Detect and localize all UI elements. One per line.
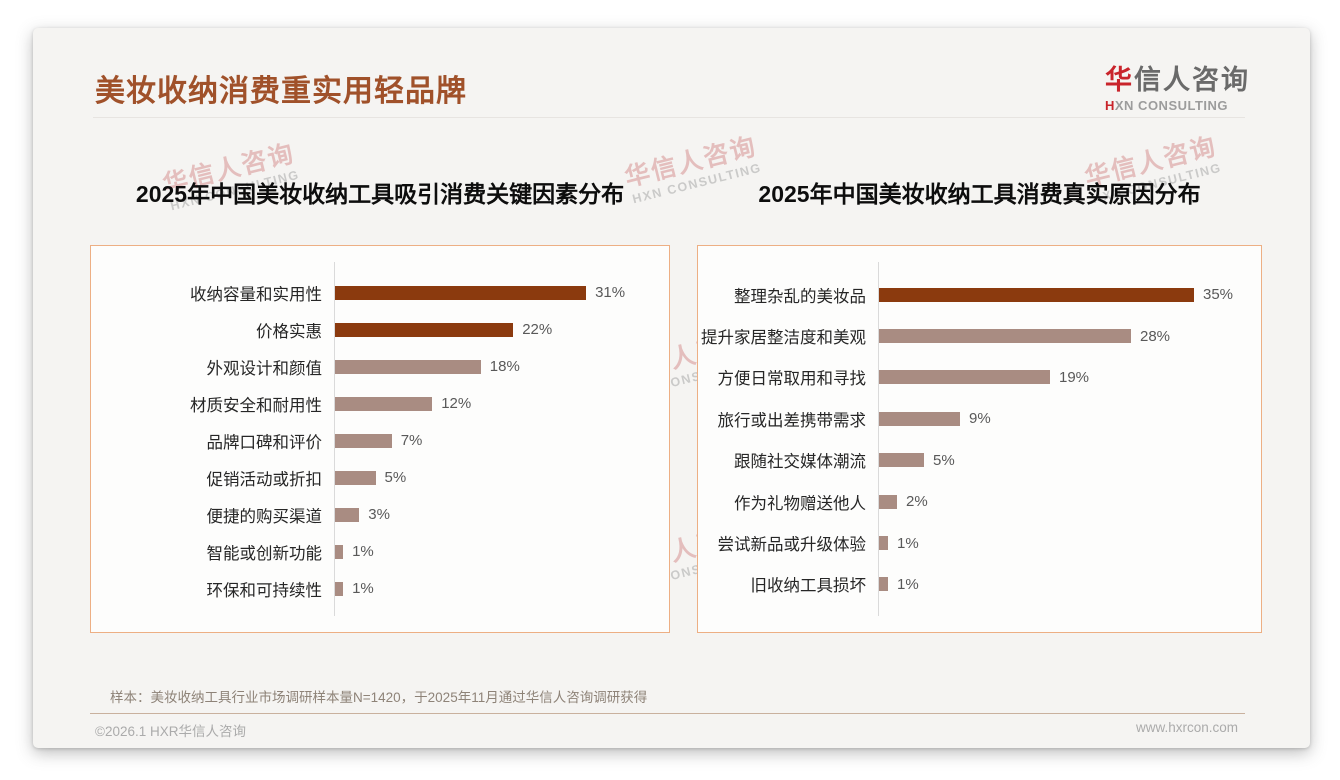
bar-row: 外观设计和颜值 18% — [91, 348, 669, 385]
logo-brand-rest: 信人咨询 — [1134, 65, 1250, 95]
category-label: 价格实惠 — [256, 322, 322, 341]
bar — [879, 287, 1194, 302]
website-url: www.hxrcon.com — [1135, 720, 1238, 735]
bar — [879, 370, 1050, 385]
bar — [335, 433, 392, 448]
value-label: 35% — [1203, 286, 1234, 304]
value-label: 1% — [352, 543, 374, 560]
bar-row: 材质安全和耐用性 12% — [91, 385, 669, 422]
left-chart-panel: 收纳容量和实用性 31% 价格实惠 22% 外观设计和颜值 18% 材质安全和耐用性 12% 品… — [90, 245, 670, 633]
value-label: 12% — [441, 395, 472, 412]
value-label: 28% — [1140, 327, 1171, 345]
bar-row: 旧收纳工具损坏 1% — [698, 564, 1261, 605]
bar — [879, 453, 924, 468]
logo-brand-text: 华信人咨询 — [1105, 58, 1250, 97]
bar-row: 价格实惠 22% — [91, 311, 669, 348]
category-label: 环保和可持续性 — [206, 581, 323, 600]
category-label: 智能或创新功能 — [206, 544, 323, 563]
bar — [879, 536, 888, 551]
page-title: 美妆收纳消费重实用轻品牌 — [95, 75, 467, 108]
logo-subtitle-rest: XN CONSULTING — [1114, 98, 1229, 113]
value-label: 1% — [352, 580, 374, 597]
sample-note-label: 样本： — [110, 690, 151, 705]
bar — [335, 470, 376, 485]
value-label: 2% — [906, 493, 928, 511]
bar-row: 品牌口碑和评价 7% — [91, 422, 669, 459]
header-divider — [93, 117, 1245, 118]
bar — [335, 322, 514, 337]
category-label: 整理杂乱的美妆品 — [734, 287, 866, 306]
category-label: 便捷的购买渠道 — [206, 507, 323, 526]
value-label: 18% — [489, 358, 520, 375]
sample-note-text: 美妆收纳工具行业市场调研样本量N=1420，于2025年11月通过华信人咨询调研… — [150, 690, 648, 705]
bar — [335, 544, 344, 559]
value-label: 19% — [1059, 368, 1090, 386]
bar — [879, 494, 897, 509]
value-label: 5% — [384, 469, 407, 486]
bar — [879, 329, 1131, 344]
bar — [335, 359, 481, 374]
copyright-text: ©2026.1 HXR华信人咨询 — [95, 724, 246, 739]
category-label: 促销活动或折扣 — [206, 470, 323, 489]
category-label: 提升家居整洁度和美观 — [701, 329, 866, 348]
value-label: 1% — [897, 575, 919, 593]
category-label: 旅行或出差携带需求 — [717, 411, 867, 430]
logo-subtitle-first-char: H — [1105, 98, 1115, 113]
bar — [335, 581, 344, 596]
category-label: 材质安全和耐用性 — [190, 396, 322, 415]
left-chart-title: 2025年中国美妆收纳工具吸引消费关键因素分布 — [135, 181, 625, 207]
bar-row: 促销活动或折扣 5% — [91, 459, 669, 496]
bar-row: 智能或创新功能 1% — [91, 533, 669, 570]
right-chart-panel: 整理杂乱的美妆品 35% 提升家居整洁度和美观 28% 方便日常取用和寻找 19% 旅行或出… — [697, 245, 1262, 633]
right-chart-rows: 整理杂乱的美妆品 35% 提升家居整洁度和美观 28% 方便日常取用和寻找 19% 旅行或出… — [698, 274, 1261, 605]
bar-row: 作为礼物赠送他人 2% — [698, 481, 1261, 522]
category-label: 作为礼物赠送他人 — [734, 494, 866, 513]
category-label: 方便日常取用和寻找 — [717, 370, 867, 389]
value-label: 31% — [595, 284, 626, 301]
bar-row: 便捷的购买渠道 3% — [91, 496, 669, 533]
category-label: 收纳容量和实用性 — [190, 285, 322, 304]
bar — [335, 507, 360, 522]
bar-row: 跟随社交媒体潮流 5% — [698, 440, 1261, 481]
value-label: 3% — [368, 506, 390, 523]
bar-row: 旅行或出差携带需求 9% — [698, 398, 1261, 439]
bar-row: 收纳容量和实用性 31% — [91, 274, 669, 311]
value-label: 1% — [897, 534, 919, 552]
bar — [335, 285, 587, 300]
bar — [879, 411, 960, 426]
bar — [335, 396, 433, 411]
left-chart-rows: 收纳容量和实用性 31% 价格实惠 22% 外观设计和颜值 18% 材质安全和耐用性 12% 品… — [91, 274, 669, 607]
bar-row: 尝试新品或升级体验 1% — [698, 522, 1261, 563]
category-label: 跟随社交媒体潮流 — [734, 453, 866, 472]
sample-note: 样本：美妆收纳工具行业市场调研样本量N=1420，于2025年11月通过华信人咨… — [110, 686, 647, 706]
value-label: 7% — [400, 432, 423, 449]
bar-row: 方便日常取用和寻找 19% — [698, 357, 1261, 398]
company-logo: 华信人咨询 HXN CONSULTING — [1105, 58, 1250, 113]
value-label: 9% — [969, 410, 991, 428]
left-chart-axis-line — [334, 262, 335, 616]
bar-row: 环保和可持续性 1% — [91, 570, 669, 607]
bar — [879, 577, 888, 592]
logo-subtitle: HXN CONSULTING — [1105, 98, 1250, 113]
footer-divider — [90, 713, 1245, 714]
value-label: 5% — [933, 451, 955, 469]
bar-row: 提升家居整洁度和美观 28% — [698, 315, 1261, 356]
right-chart-axis-line — [878, 262, 879, 616]
right-chart-title: 2025年中国美妆收纳工具消费真实原因分布 — [758, 181, 1201, 207]
category-label: 外观设计和颜值 — [206, 359, 323, 378]
category-label: 旧收纳工具损坏 — [750, 577, 867, 596]
report-card: 美妆收纳消费重实用轻品牌 华信人咨询 HXN CONSULTING 华信人咨询 H… — [33, 28, 1310, 748]
category-label: 品牌口碑和评价 — [206, 433, 323, 452]
category-label: 尝试新品或升级体验 — [717, 536, 867, 555]
bar-row: 整理杂乱的美妆品 35% — [698, 274, 1261, 315]
logo-brand-first-char: 华 — [1105, 65, 1134, 95]
value-label: 22% — [522, 321, 553, 338]
